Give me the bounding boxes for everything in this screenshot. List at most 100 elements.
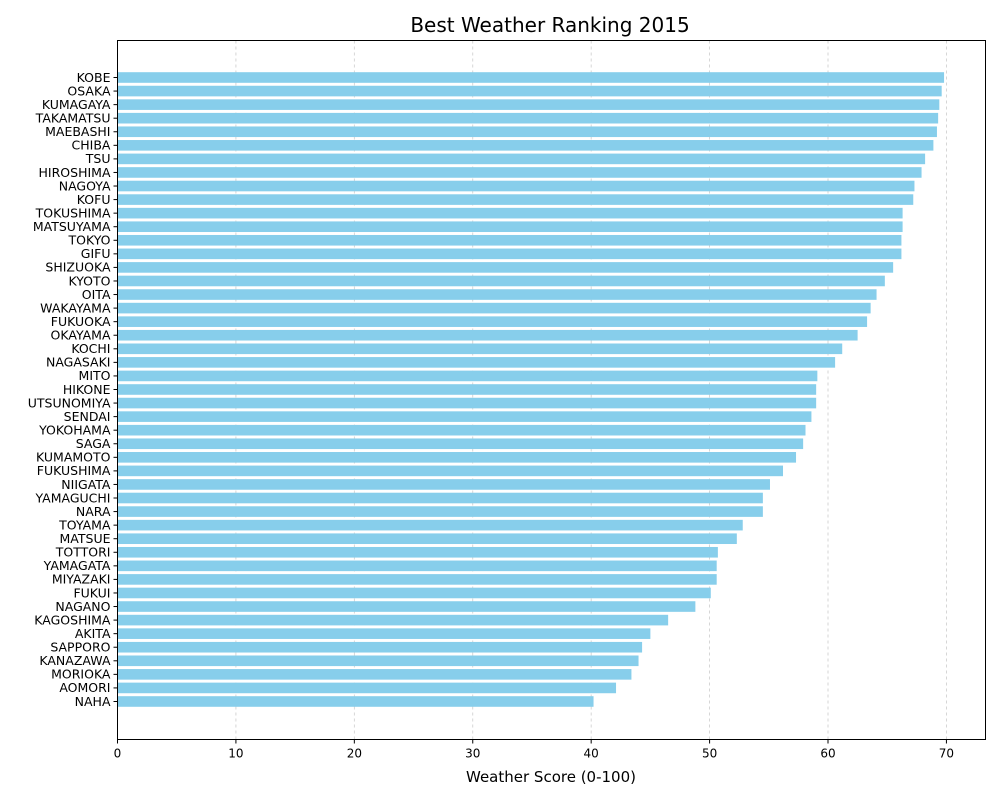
category-label-saga: SAGA [76,436,111,451]
category-label-kyoto: KYOTO [68,273,110,288]
bar-yamaguchi [117,492,763,504]
bar-kyoto [117,275,885,287]
bar-tokyo [117,234,902,246]
bar-kofu [117,194,914,205]
category-label-sapporo: SAPPORO [50,640,110,655]
bar-maebashi [117,126,937,138]
category-label-nagasaki: NAGASAKI [46,355,111,370]
category-label-mito: MITO [79,368,111,383]
x-tick-label-5: 50 [702,747,717,761]
category-label-yamaguchi: YAMAGUCHI [35,490,111,505]
bar-matsuyama [117,221,903,233]
bar-kochi [117,343,843,355]
category-label-matsuyama: MATSUYAMA [33,219,111,234]
category-label-morioka: MORIOKA [51,667,111,682]
bar-naha [117,696,594,707]
bar-nagano [117,601,696,612]
bar-sendai [117,411,812,422]
x-tick-label-6: 60 [820,747,835,761]
bar-yamagata [117,560,717,572]
bar-morioka [117,669,632,680]
category-label-kagoshima: KAGOSHIMA [34,612,111,627]
bar-yokohama [117,424,806,436]
bar-matsue [117,533,737,545]
bar-niigata [117,479,770,490]
category-label-fukuoka: FUKUOKA [51,314,111,329]
category-label-kanazawa: KANAZAWA [39,653,111,668]
category-label-akita: AKITA [75,626,111,641]
bars [117,72,945,707]
category-labels: KOBEOSAKAKUMAGAYATAKAMATSUMAEBASHICHIBAT… [28,70,118,709]
bar-gifu [117,248,902,260]
bar-saga [117,438,804,450]
category-label-kumamoto: KUMAMOTO [36,450,111,465]
bar-nara [117,506,763,517]
plot-frame [117,40,986,740]
category-label-kobe: KOBE [77,70,111,85]
bar-sapporo [117,641,643,653]
bar-nagoya [117,180,915,192]
category-label-tottori: TOTTORI [55,545,111,560]
bar-fukushima [117,465,784,477]
category-label-nagoya: NAGOYA [59,178,111,193]
x-tick-label-0: 0 [114,747,122,761]
category-label-fukushima: FUKUSHIMA [37,463,111,478]
bar-oita [117,289,877,300]
bar-akita [117,628,651,639]
category-label-yamagata: YAMAGATA [43,558,111,573]
category-label-gifu: GIFU [81,246,111,261]
bar-tsu [117,153,926,165]
category-label-wakayama: WAKAYAMA [40,300,111,315]
x-axis-label: Weather Score (0-100) [466,768,636,786]
x-ticks: 0 10 20 30 40 50 60 70 [114,739,954,761]
category-label-takamatsu: TAKAMATSU [35,110,111,125]
chart-title: Best Weather Ranking 2015 [410,13,689,37]
category-label-tsu: TSU [85,151,111,166]
bar-fukuoka [117,316,868,327]
category-label-maebashi: MAEBASHI [45,124,110,139]
category-label-oita: OITA [82,287,111,302]
category-label-nagano: NAGANO [55,599,110,614]
category-label-niigata: NIIGATA [61,477,111,492]
category-label-osaka: OSAKA [67,83,111,98]
bar-miyazaki [117,574,717,585]
x-tick-label-2: 20 [347,747,362,761]
bar-shizuoka [117,262,894,273]
category-label-utsunomiya: UTSUNOMIYA [28,395,111,410]
category-label-sendai: SENDAI [64,409,111,424]
bar-nagasaki [117,357,836,368]
bar-kumagaya [117,99,940,110]
category-label-fukui: FUKUI [73,585,110,600]
bar-wakayama [117,302,871,314]
bar-mito [117,370,818,382]
x-tick-label-3: 30 [465,747,480,761]
category-label-tokushima: TOKUSHIMA [35,205,111,220]
bar-kumamoto [117,452,797,463]
category-label-hikone: HIKONE [63,382,111,397]
category-label-kochi: KOCHI [71,341,110,356]
bar-utsunomiya [117,397,817,409]
category-label-kumagaya: KUMAGAYA [42,97,111,112]
bar-toyama [117,519,743,531]
bar-hikone [117,384,817,395]
bar-okayama [117,329,858,341]
category-label-okayama: OKAYAMA [51,328,111,343]
bar-kanazawa [117,655,639,667]
category-label-nara: NARA [76,504,111,519]
bar-aomori [117,682,617,694]
x-tick-label-1: 10 [228,747,243,761]
x-tick-label-7: 70 [939,747,954,761]
category-label-shizuoka: SHIZUOKA [45,260,111,275]
bar-takamatsu [117,112,939,124]
category-label-kofu: KOFU [77,192,111,207]
bar-fukui [117,587,711,599]
bar-tokushima [117,207,903,219]
category-label-tokyo: TOKYO [67,233,110,248]
category-label-matsue: MATSUE [60,531,111,546]
category-label-chiba: CHIBA [72,138,111,153]
category-label-aomori: AOMORI [59,680,110,695]
category-label-naha: NAHA [75,694,111,709]
bar-kagoshima [117,614,669,626]
category-label-miyazaki: MIYAZAKI [52,572,111,587]
